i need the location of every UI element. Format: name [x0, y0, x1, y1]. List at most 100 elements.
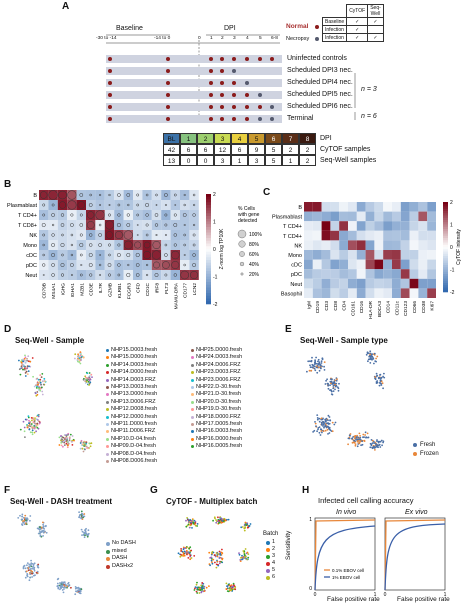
umap-point [321, 431, 323, 434]
heatmap-size-dot [117, 213, 121, 217]
umap-point [181, 550, 184, 553]
heatmap-cell [123, 230, 133, 240]
umap-point [327, 382, 329, 385]
umap-point [31, 570, 34, 573]
umap-point [317, 358, 320, 361]
umap-point [194, 587, 196, 590]
umap-point [36, 385, 38, 388]
umap-point [187, 523, 190, 526]
colorbar-segment [206, 249, 211, 253]
umap-point [244, 548, 247, 550]
umap-point [82, 356, 85, 359]
umap-point [57, 587, 60, 590]
sampling-legend-table: CyTOF Seq-Well Baseline ✓ ✓ Infection ✓ … [321, 4, 384, 42]
size-legend-label: 40% [249, 262, 260, 268]
umap-point [82, 443, 84, 446]
heatmap-cell [95, 250, 105, 260]
umap-point [194, 586, 197, 588]
legend-dot [191, 386, 194, 389]
legend-label: Fresh [420, 442, 436, 448]
heatmap-cell [67, 220, 77, 230]
panel-h-label: H [302, 485, 310, 496]
legend-row-label: Baseline [321, 17, 348, 26]
heatmap-size-dot [87, 211, 95, 219]
umap-point [56, 582, 59, 585]
heatmap-size-dot [51, 243, 56, 247]
legend-dot [106, 408, 109, 412]
heatmap-cell [400, 259, 410, 270]
umap-point [349, 434, 351, 437]
heatmap-row-label: T CD4+ [18, 213, 37, 219]
umap-point [318, 363, 321, 365]
umap-point [358, 432, 361, 435]
heatmap-size-dot [79, 223, 84, 227]
umap-point [18, 368, 21, 371]
umap-point [369, 446, 372, 449]
heatmap-cell [339, 259, 348, 270]
heatmap-cell [142, 220, 152, 230]
umap-point [187, 521, 190, 523]
heatmap-col-label: CD123 [403, 301, 409, 316]
umap-point [21, 365, 24, 368]
heatmap-cell [321, 250, 331, 260]
umap-point [374, 376, 377, 378]
umap-point [241, 554, 243, 557]
dpi-label: DPI [224, 25, 236, 32]
heatmap-cell [104, 200, 115, 210]
umap-point [29, 431, 32, 434]
heatmap-size-dot [60, 263, 65, 267]
umap-point [247, 556, 250, 559]
heatmap-cell [76, 190, 86, 200]
heatmap-cell [161, 250, 171, 260]
heatmap-cell [142, 260, 152, 270]
heatmap-cell [374, 278, 384, 289]
heatmap-cell [339, 250, 348, 260]
heatmap-size-dot [126, 213, 130, 217]
heatmap-cell [48, 220, 58, 230]
umap-point [31, 567, 34, 570]
umap-point [26, 357, 28, 360]
sample-count-cell: 6 [197, 144, 214, 155]
heatmap-cell [86, 250, 96, 260]
heatmap-cell [161, 220, 171, 230]
umap-point [42, 521, 44, 524]
umap-point [85, 380, 88, 383]
umap-point [23, 520, 25, 522]
umap-point [226, 587, 229, 589]
sample-dot [258, 93, 262, 97]
umap-point [27, 415, 30, 418]
heatmap-cell [142, 200, 152, 210]
size-legend-label: 60% [249, 252, 260, 258]
heatmap-size-dot [98, 233, 102, 237]
heatmap-cell [48, 250, 58, 260]
heatmap-size-dot [51, 253, 56, 257]
heatmap-size-dot [89, 193, 92, 197]
umap-point [210, 556, 213, 559]
heatmap-cell [151, 260, 162, 270]
umap-point [230, 585, 233, 588]
umap-point [324, 425, 327, 428]
legend-label: mixed [112, 547, 127, 554]
heatmap-cell [392, 259, 401, 270]
legend-dot [191, 356, 194, 360]
legend-label: NHP24.D003.fresh [196, 354, 243, 361]
heatmap-cell [339, 230, 348, 241]
heatmap-cell [400, 269, 410, 279]
heatmap-size-dot [51, 213, 55, 217]
umap-point [76, 359, 79, 361]
umap-point [39, 374, 42, 376]
heatmap-cell [86, 210, 96, 220]
sample-count-cell: 6 [180, 144, 197, 155]
umap-point [29, 519, 31, 522]
umap-point [22, 368, 24, 371]
heatmap-cell [304, 221, 313, 231]
umap-point [196, 523, 199, 525]
heatmap-cell [48, 200, 58, 210]
roc-legend-label: 0.1% EBOV cell [332, 568, 364, 573]
umap-point [200, 590, 203, 593]
timeline-row-label: Terminal [287, 115, 314, 122]
umap-point [79, 588, 81, 590]
umap-point [359, 435, 361, 437]
umap-point [183, 554, 186, 557]
dpi-header-cell: 2 [197, 133, 214, 144]
